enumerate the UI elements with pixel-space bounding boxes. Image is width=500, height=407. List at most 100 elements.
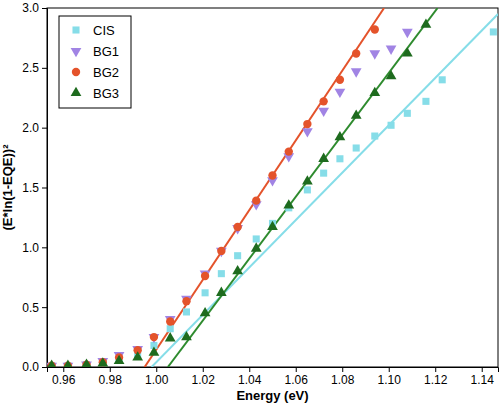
point xyxy=(320,170,327,177)
y-tick-mark xyxy=(42,188,47,189)
point xyxy=(63,360,74,367)
point xyxy=(233,223,241,231)
point xyxy=(422,98,429,105)
point xyxy=(335,89,346,98)
x-tick-mark xyxy=(482,367,483,372)
point xyxy=(302,128,313,137)
x-tick: 1.12 xyxy=(424,367,448,387)
y-tick-label: 0.0 xyxy=(22,360,39,374)
x-tick: 0.98 xyxy=(99,367,123,387)
series-points xyxy=(47,29,413,367)
legend-marker xyxy=(71,87,82,96)
legend-label: CIS xyxy=(93,23,115,38)
x-tick-mark xyxy=(203,367,204,372)
point xyxy=(386,70,397,79)
legend-marker xyxy=(72,68,80,76)
x-tick-label: 0.96 xyxy=(52,373,76,387)
point xyxy=(285,147,293,155)
point xyxy=(97,357,108,366)
y-tick-label: 1.0 xyxy=(22,241,39,255)
point xyxy=(150,333,158,341)
point xyxy=(371,133,378,140)
point xyxy=(369,50,380,59)
x-tick: 0.96 xyxy=(52,367,76,387)
x-tick: 1.08 xyxy=(331,367,355,387)
point xyxy=(371,25,379,33)
legend-marker xyxy=(71,48,82,57)
legend-label: BG2 xyxy=(93,65,119,80)
x-tick-mark xyxy=(156,367,157,372)
plot: 0.960.981.001.021.041.061.081.101.121.14… xyxy=(22,1,498,403)
point xyxy=(304,186,311,193)
marks xyxy=(47,8,498,367)
legend-label: BG1 xyxy=(93,44,119,59)
point xyxy=(386,46,397,55)
point xyxy=(253,235,260,242)
x-tick-label: 1.12 xyxy=(424,373,448,387)
point xyxy=(232,265,243,274)
point xyxy=(319,97,327,105)
point xyxy=(201,272,209,280)
point xyxy=(490,28,497,35)
y-tick: 3.0 xyxy=(22,1,47,15)
fit-line xyxy=(152,14,498,367)
point xyxy=(183,308,190,315)
x-tick: 1.02 xyxy=(192,367,216,387)
x-tick-label: 1.14 xyxy=(471,373,495,387)
fit-line xyxy=(168,8,438,367)
x-axis-title: Energy (eV) xyxy=(236,388,308,403)
legend-label: BG3 xyxy=(93,86,119,101)
plot-frame xyxy=(47,8,498,367)
y-tick-mark xyxy=(42,367,47,368)
point xyxy=(318,153,329,162)
x-tick-label: 1.04 xyxy=(238,373,262,387)
x-axis-line xyxy=(48,368,499,373)
point xyxy=(352,49,360,57)
point xyxy=(200,271,211,280)
point xyxy=(202,289,209,296)
point xyxy=(303,120,311,128)
point xyxy=(216,287,227,296)
x-tick: 1.00 xyxy=(145,367,169,387)
point xyxy=(335,131,346,140)
x-tick-mark xyxy=(435,367,436,372)
point xyxy=(181,296,192,305)
x-tick-label: 1.08 xyxy=(331,373,355,387)
y-tick: 1.0 xyxy=(22,241,47,255)
point xyxy=(114,355,125,364)
point xyxy=(167,325,174,332)
y-tick: 0.5 xyxy=(22,301,47,315)
point xyxy=(268,171,276,179)
x-tick-label: 1.06 xyxy=(285,373,309,387)
x-tick-label: 0.98 xyxy=(99,373,123,387)
point xyxy=(217,247,225,255)
x-tick-mark xyxy=(110,367,111,372)
x-tick: 1.14 xyxy=(471,367,495,387)
point xyxy=(165,316,176,325)
point xyxy=(439,76,446,83)
legend: CIS BG1 BG2 BG3 xyxy=(59,16,131,108)
series-points xyxy=(48,28,497,367)
point xyxy=(251,242,262,251)
point xyxy=(402,29,413,38)
x-axis: 0.960.981.001.021.041.061.081.101.121.14 xyxy=(48,367,499,387)
y-tick-label: 0.5 xyxy=(22,301,39,315)
y-tick-label: 2.5 xyxy=(22,61,39,75)
point xyxy=(283,199,294,208)
y-tick: 0.0 xyxy=(22,360,47,374)
y-tick-mark xyxy=(42,68,47,69)
point xyxy=(404,110,411,117)
y-tick-label: 1.5 xyxy=(22,181,39,195)
x-tick-label: 1.02 xyxy=(192,373,216,387)
chart: 0.960.981.001.021.041.061.081.101.121.14… xyxy=(0,0,500,407)
y-tick-mark xyxy=(42,307,47,308)
point xyxy=(81,358,92,367)
x-tick-label: 1.00 xyxy=(145,373,169,387)
point xyxy=(267,221,278,230)
point xyxy=(302,175,313,184)
point xyxy=(149,346,160,355)
x-tick-mark xyxy=(296,367,297,372)
point xyxy=(47,360,57,367)
point xyxy=(181,331,192,340)
point xyxy=(132,351,143,360)
